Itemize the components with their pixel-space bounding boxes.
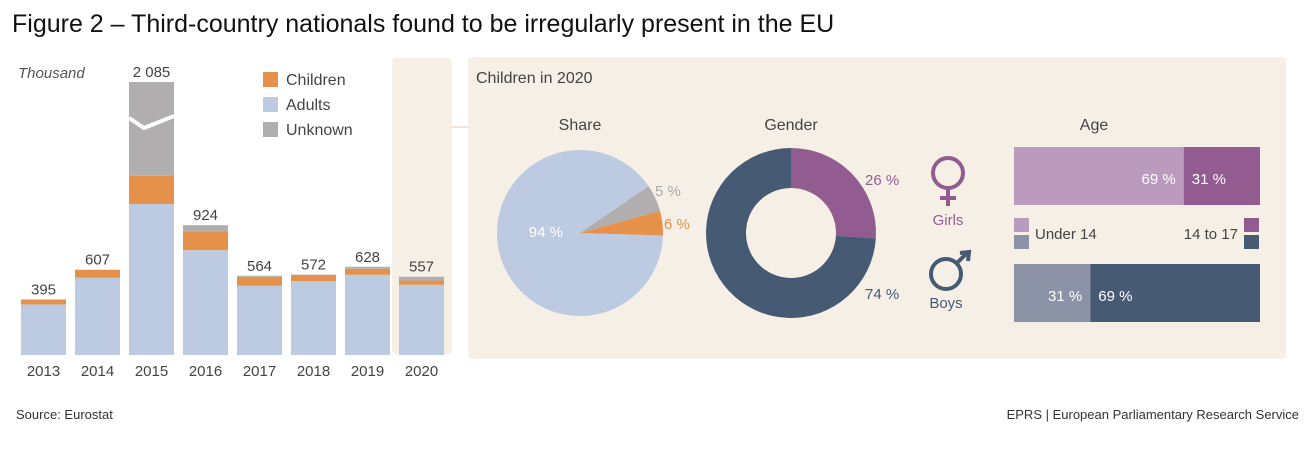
panel-title: Children in 2020 bbox=[476, 70, 593, 87]
legend-label-adults: Adults bbox=[286, 97, 330, 114]
age-bar-label: 31 % bbox=[1192, 171, 1226, 188]
total-label: 2 085 bbox=[133, 64, 171, 81]
donut-label: 26 % bbox=[865, 172, 899, 189]
bar-adults-2013 bbox=[21, 304, 66, 355]
girls-label: Girls bbox=[933, 212, 964, 229]
gender-title: Gender bbox=[764, 117, 818, 134]
bar-unknown-2019 bbox=[345, 266, 390, 269]
bar-adults-2016 bbox=[183, 250, 228, 355]
legend-swatch-adults bbox=[263, 97, 278, 112]
bar-adults-2020 bbox=[399, 284, 444, 355]
bar-adults-2018 bbox=[291, 280, 336, 355]
age-title: Age bbox=[1080, 117, 1109, 134]
pie-label: 94 % bbox=[529, 224, 563, 241]
legend-swatch-children bbox=[263, 72, 278, 87]
legend-under14: Under 14 bbox=[1035, 226, 1097, 243]
share-title: Share bbox=[559, 117, 602, 134]
bar-unknown-2020 bbox=[399, 276, 444, 281]
male-icon bbox=[929, 249, 972, 291]
bar-adults-2017 bbox=[237, 285, 282, 355]
bar-children-2014 bbox=[75, 269, 120, 278]
donut-slice-boys_14to17 bbox=[706, 148, 876, 318]
age-bar-label: 69 % bbox=[1098, 288, 1132, 305]
bar-chart: 395 2013 607 2014 2 085 2015 924 2016 564 2017 572… bbox=[21, 64, 444, 380]
age-bar-girls-1 bbox=[1183, 147, 1260, 205]
legend-14to17: 14 to 17 bbox=[1184, 226, 1238, 243]
pie-slice-children bbox=[580, 210, 663, 236]
age-bar-boys-0 bbox=[1014, 264, 1091, 322]
pie-label: 6 % bbox=[664, 216, 690, 233]
pie-label: 5 % bbox=[655, 183, 681, 200]
gender-donut: 26 % 74 % bbox=[706, 148, 899, 318]
source-note: Source: Eurostat bbox=[16, 407, 113, 422]
x-tick-label: 2015 bbox=[135, 363, 168, 380]
age-bar-label: 69 % bbox=[1142, 171, 1176, 188]
bar-children-2018 bbox=[291, 274, 336, 281]
legend-label-unknown: Unknown bbox=[286, 122, 353, 139]
axis-break-mark bbox=[127, 114, 175, 131]
x-tick-label: 2018 bbox=[297, 363, 330, 380]
bar-children-2020 bbox=[399, 280, 444, 285]
legend-swatch-boys-14to17 bbox=[1244, 235, 1259, 249]
total-label: 564 bbox=[247, 258, 272, 275]
bar-adults-2015 bbox=[129, 203, 174, 355]
boys-label: Boys bbox=[929, 295, 962, 312]
figure-title: Figure 2 – Third-country nationals found… bbox=[12, 10, 835, 38]
pie-slice-unknown bbox=[580, 186, 660, 233]
total-label: 924 bbox=[193, 207, 218, 224]
credit-note: EPRS | European Parliamentary Research S… bbox=[1006, 407, 1299, 422]
legend-swatch-girls-14to17 bbox=[1244, 218, 1259, 232]
x-tick-label: 2019 bbox=[351, 363, 384, 380]
legend: Children Adults Unknown bbox=[263, 72, 353, 139]
total-label: 572 bbox=[301, 257, 326, 274]
share-pie: 94 % 5 % 6 % bbox=[496, 149, 690, 316]
total-label: 628 bbox=[355, 249, 380, 266]
age-bar-label: 31 % bbox=[1048, 288, 1082, 305]
total-label: 557 bbox=[409, 259, 434, 276]
legend-swatch-boys-under14 bbox=[1014, 235, 1029, 249]
bar-adults-2014 bbox=[75, 277, 120, 355]
legend-label-children: Children bbox=[286, 72, 346, 89]
bar-unknown-2017 bbox=[237, 275, 282, 277]
total-label: 607 bbox=[85, 252, 110, 269]
pie-slice-adults bbox=[496, 149, 663, 316]
legend-swatch-girls-under14 bbox=[1014, 218, 1029, 232]
bar-children-2015 bbox=[129, 175, 174, 204]
bar-children-2016 bbox=[183, 231, 228, 251]
bar-unknown-2015 bbox=[129, 82, 174, 176]
age-bar-girls-0 bbox=[1014, 147, 1184, 205]
legend-swatch-unknown bbox=[263, 122, 278, 137]
unit-label: Thousand bbox=[18, 65, 85, 82]
bar-children-2013 bbox=[21, 299, 66, 305]
bar-children-2019 bbox=[345, 268, 390, 275]
x-tick-label: 2013 bbox=[27, 363, 60, 380]
donut-label: 74 % bbox=[865, 286, 899, 303]
x-tick-label: 2014 bbox=[81, 363, 114, 380]
x-tick-label: 2017 bbox=[243, 363, 276, 380]
total-label: 395 bbox=[31, 282, 56, 299]
bar-children-2017 bbox=[237, 276, 282, 286]
age-bars: 69 % 31 % 31 % 69 % bbox=[1014, 147, 1260, 322]
x-tick-label: 2020 bbox=[405, 363, 438, 380]
bar-adults-2019 bbox=[345, 274, 390, 355]
x-tick-label: 2016 bbox=[189, 363, 222, 380]
bar-unknown-2016 bbox=[183, 225, 228, 232]
donut-slice-girls_14to17 bbox=[791, 148, 876, 239]
female-icon bbox=[931, 156, 965, 206]
age-bar-boys-1 bbox=[1090, 264, 1260, 322]
